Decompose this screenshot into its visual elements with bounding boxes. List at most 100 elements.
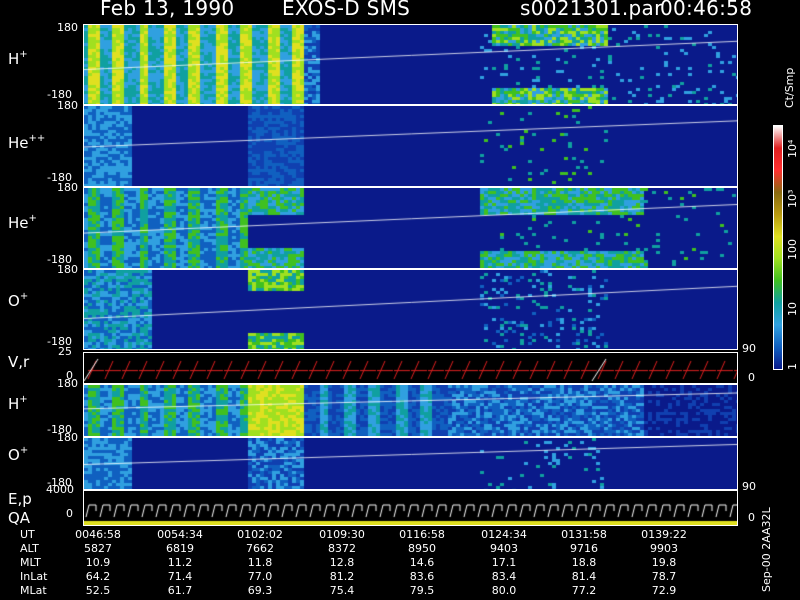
panel3-bottom-tick: -180 xyxy=(47,253,72,266)
panel6-bottom-tick: -180 xyxy=(47,423,72,436)
panel6-top-tick: 180 xyxy=(57,377,78,390)
panel1-top-tick: 180 xyxy=(57,21,78,34)
panel3-label: He+ xyxy=(8,213,37,232)
cell: 61.7 xyxy=(167,584,193,597)
row-name: ALT xyxy=(20,542,39,555)
header-mission: EXOS-D SMS xyxy=(282,0,411,20)
panel5-bottom-tick: 0 xyxy=(66,369,73,382)
colorbar-unit: Ct/Smp xyxy=(783,67,796,108)
cell: 78.7 xyxy=(651,570,677,583)
cell: 0054:34 xyxy=(157,528,203,541)
cell: 79.5 xyxy=(409,584,435,597)
cell: 7662 xyxy=(246,542,274,555)
cell: 72.9 xyxy=(651,584,677,597)
cell: 9716 xyxy=(570,542,598,555)
panel2-spectrogram xyxy=(83,105,738,187)
cell: 10.9 xyxy=(85,556,111,569)
panel5-label: V,r xyxy=(8,353,30,371)
row-name: InLat xyxy=(20,570,48,583)
cell: 77.0 xyxy=(247,570,273,583)
panel4-top-tick: 180 xyxy=(57,263,78,276)
panel4-bottom-tick: -180 xyxy=(47,335,72,348)
cell: 83.4 xyxy=(491,570,517,583)
cell: 18.8 xyxy=(571,556,597,569)
row-name: UT xyxy=(20,528,35,541)
cell: 19.8 xyxy=(651,556,677,569)
cell: 0046:58 xyxy=(75,528,121,541)
cell: 0116:58 xyxy=(399,528,445,541)
cell: 52.5 xyxy=(85,584,111,597)
panel2-label: He++ xyxy=(8,133,46,152)
table-row: MLT 10.9 11.2 11.8 12.8 14.6 17.1 18.8 1… xyxy=(0,556,760,570)
panel8-right-tick: 0 xyxy=(748,511,755,524)
cell: 71.4 xyxy=(167,570,193,583)
cell: 5827 xyxy=(84,542,112,555)
cell: 0102:02 xyxy=(237,528,283,541)
cell: 0124:34 xyxy=(481,528,527,541)
row-name: MLat xyxy=(20,584,47,597)
panel3-spectrogram xyxy=(83,187,738,269)
panel2-top-tick: 180 xyxy=(57,99,78,112)
cell: 17.1 xyxy=(491,556,517,569)
panel7-spectrogram xyxy=(83,437,738,490)
panel8-label-ep: E,p xyxy=(8,490,32,508)
panel4-right-tick: 90 xyxy=(742,342,756,355)
panel8-energy-plot xyxy=(83,490,738,526)
cell: 83.6 xyxy=(409,570,435,583)
table-row: MLat 52.5 61.7 69.3 75.4 79.5 80.0 77.2 … xyxy=(0,584,760,598)
panel4-label: O+ xyxy=(8,291,29,310)
cell: 69.3 xyxy=(247,584,273,597)
cell: 77.2 xyxy=(571,584,597,597)
table-row: ALT 5827 6819 7662 8372 8950 9403 9716 9… xyxy=(0,542,760,556)
cell: 12.8 xyxy=(329,556,355,569)
panel1-label: H+ xyxy=(8,49,28,68)
version-stamp: Sep-00 2AA32L xyxy=(760,507,773,592)
cell: 0131:58 xyxy=(561,528,607,541)
cell: 8950 xyxy=(408,542,436,555)
panel6-spectrogram xyxy=(83,384,738,437)
panel6-label: H+ xyxy=(8,394,28,413)
panel2-bottom-tick: -180 xyxy=(47,171,72,184)
colorbar-tick-1: 1 xyxy=(786,363,799,370)
panel8-bottom-tick: 0 xyxy=(66,507,73,520)
panel5-top-tick: 25 xyxy=(58,345,72,358)
colorbar-tick-10k: 10⁴ xyxy=(786,139,799,158)
cell: 11.2 xyxy=(167,556,193,569)
panel1-bottom-tick: -180 xyxy=(47,88,72,101)
header-file: s0021301.par xyxy=(520,0,663,20)
panel5-velocity-plot xyxy=(83,352,738,384)
panel7-label: O+ xyxy=(8,445,29,464)
cell: 9403 xyxy=(490,542,518,555)
cell: 14.6 xyxy=(409,556,435,569)
panel7-right-tick: 90 xyxy=(742,480,756,493)
panel4-spectrogram xyxy=(83,269,738,350)
cell: 0139:22 xyxy=(641,528,687,541)
cell: 80.0 xyxy=(491,584,517,597)
cell: 9903 xyxy=(650,542,678,555)
row-name: MLT xyxy=(20,556,41,569)
cell: 11.8 xyxy=(247,556,273,569)
panel7-top-tick: 180 xyxy=(57,431,78,444)
cell: 81.4 xyxy=(571,570,597,583)
table-row: UT 0046:58 0054:34 0102:02 0109:30 0116:… xyxy=(0,528,760,542)
cell: 8372 xyxy=(328,542,356,555)
cell: 0109:30 xyxy=(319,528,365,541)
header-date: Feb 13, 1990 xyxy=(100,0,235,20)
panel8-top-tick: 4000 xyxy=(46,483,74,496)
cell: 6819 xyxy=(166,542,194,555)
panel5-right-tick: 0 xyxy=(748,371,755,384)
panel8-label-qa: QA xyxy=(8,509,31,527)
header-time: 00:46:58 xyxy=(660,0,753,20)
colorbar-tick-1k: 10³ xyxy=(786,189,799,208)
cell: 75.4 xyxy=(329,584,355,597)
panel3-top-tick: 180 xyxy=(57,181,78,194)
panel1-spectrogram xyxy=(83,24,738,105)
cell: 81.2 xyxy=(329,570,355,583)
panel7-bottom-tick: -180 xyxy=(47,476,72,489)
colorbar-tick-10: 10 xyxy=(786,302,799,316)
colorbar xyxy=(773,125,783,370)
table-row: InLat 64.2 71.4 77.0 81.2 83.6 83.4 81.4… xyxy=(0,570,760,584)
colorbar-tick-100: 100 xyxy=(786,239,799,260)
cell: 64.2 xyxy=(85,570,111,583)
